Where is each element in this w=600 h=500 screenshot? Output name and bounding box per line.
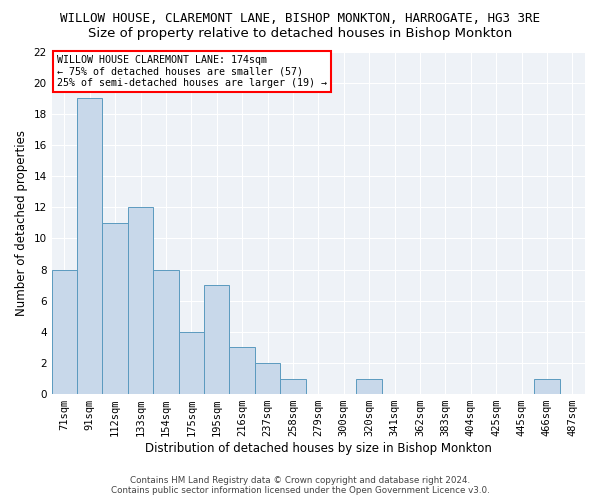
Bar — [52, 270, 77, 394]
Bar — [204, 285, 229, 394]
Bar — [280, 378, 305, 394]
Bar — [229, 348, 255, 394]
Bar — [356, 378, 382, 394]
Text: Contains HM Land Registry data © Crown copyright and database right 2024.
Contai: Contains HM Land Registry data © Crown c… — [110, 476, 490, 495]
Bar — [153, 270, 179, 394]
Y-axis label: Number of detached properties: Number of detached properties — [15, 130, 28, 316]
Bar — [103, 223, 128, 394]
Text: Size of property relative to detached houses in Bishop Monkton: Size of property relative to detached ho… — [88, 28, 512, 40]
Text: WILLOW HOUSE CLAREMONT LANE: 174sqm
← 75% of detached houses are smaller (57)
25: WILLOW HOUSE CLAREMONT LANE: 174sqm ← 75… — [57, 54, 327, 88]
Bar — [77, 98, 103, 394]
X-axis label: Distribution of detached houses by size in Bishop Monkton: Distribution of detached houses by size … — [145, 442, 492, 455]
Bar — [255, 363, 280, 394]
Text: WILLOW HOUSE, CLAREMONT LANE, BISHOP MONKTON, HARROGATE, HG3 3RE: WILLOW HOUSE, CLAREMONT LANE, BISHOP MON… — [60, 12, 540, 26]
Bar — [534, 378, 560, 394]
Bar — [128, 207, 153, 394]
Bar — [179, 332, 204, 394]
